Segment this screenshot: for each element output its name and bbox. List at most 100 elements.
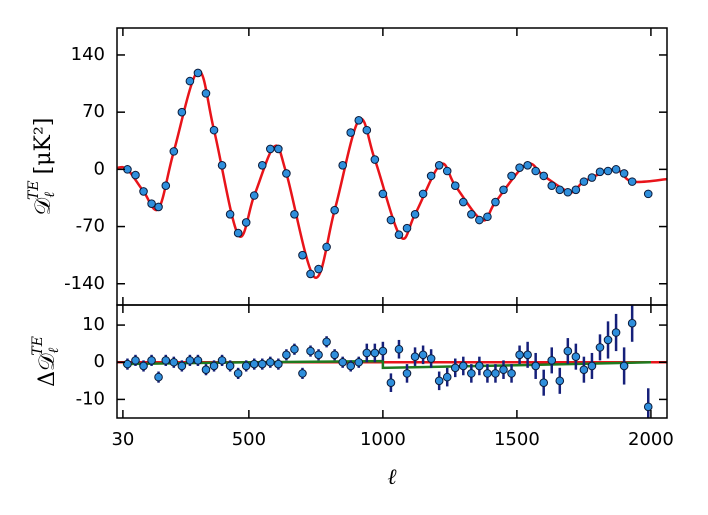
data-point	[627, 177, 637, 186]
data-point	[139, 187, 148, 196]
data-point	[306, 346, 315, 356]
y-tick-label: -140	[64, 273, 105, 294]
data-point	[266, 144, 275, 154]
data-point	[154, 202, 163, 212]
data-point	[378, 189, 388, 199]
data-point	[154, 372, 163, 382]
y-tick-label: 0	[94, 351, 105, 372]
data-point	[298, 250, 307, 260]
y-label-sup: TE	[30, 336, 46, 356]
data-point	[539, 171, 549, 181]
data-point	[458, 197, 468, 207]
data-point	[555, 376, 565, 386]
data-point	[169, 147, 179, 156]
data-point	[169, 357, 179, 367]
data-point	[123, 359, 132, 369]
x-tick-label: 2000	[628, 429, 674, 450]
data-point	[531, 361, 540, 371]
data-point	[475, 361, 484, 371]
data-point	[161, 356, 171, 365]
data-point	[346, 361, 356, 371]
data-point	[274, 359, 283, 369]
y-tick-label: -70	[76, 216, 105, 237]
data-point	[314, 264, 323, 274]
data-point	[394, 344, 404, 354]
data-point	[418, 350, 428, 360]
data-point	[587, 361, 597, 371]
y-label-sub: ℓ	[46, 347, 62, 353]
data-point	[555, 185, 565, 195]
data-point	[491, 369, 500, 378]
data-point	[643, 189, 653, 199]
data-point	[515, 163, 524, 173]
model-line	[117, 70, 667, 279]
data-point	[467, 369, 476, 378]
data-point	[450, 181, 460, 191]
data-point	[354, 116, 364, 125]
data-point	[531, 166, 540, 176]
data-point	[139, 361, 148, 371]
y-tick-label: 10	[82, 314, 105, 335]
data-point	[434, 160, 444, 170]
data-point	[426, 354, 436, 363]
y-axis-label: 𝒟ℓTE [μK²]	[26, 118, 58, 216]
data-point	[475, 215, 484, 225]
data-point	[257, 359, 267, 369]
data-point	[306, 269, 315, 279]
data-point	[338, 357, 347, 367]
data-point	[539, 378, 549, 387]
data-point	[193, 356, 203, 365]
data-point	[217, 160, 227, 170]
data-point	[483, 212, 492, 222]
data-point	[402, 223, 412, 233]
data-point	[579, 177, 589, 186]
data-point	[185, 356, 195, 365]
data-point	[201, 365, 211, 374]
data-point	[217, 356, 227, 365]
x-tick-label: 500	[232, 429, 266, 450]
data-point	[603, 335, 613, 345]
data-point	[386, 215, 396, 225]
data-point	[131, 170, 140, 180]
data-point	[330, 205, 339, 215]
data-point	[282, 169, 291, 178]
data-point	[330, 350, 339, 360]
data-point	[499, 365, 508, 374]
data-point	[161, 181, 171, 191]
data-point	[643, 402, 653, 412]
data-point	[467, 210, 476, 219]
data-point	[346, 128, 356, 137]
data-point	[507, 171, 516, 181]
data-point	[627, 318, 637, 328]
data-point	[483, 369, 492, 378]
y-label-unit: [μK²]	[31, 118, 56, 175]
x-axis-label: ℓ	[387, 465, 397, 490]
data-point	[282, 350, 291, 360]
data-point	[274, 144, 283, 154]
data-point	[225, 210, 235, 219]
data-point	[563, 346, 573, 356]
data-point	[523, 350, 532, 360]
data-point	[193, 68, 203, 78]
data-point	[611, 165, 621, 174]
y-tick-label: 0	[94, 158, 105, 179]
data-point	[410, 210, 420, 219]
data-point	[209, 361, 219, 371]
data-point	[322, 337, 331, 347]
data-point	[386, 378, 396, 387]
data-point	[450, 363, 460, 373]
data-point	[314, 350, 323, 360]
data-point	[185, 76, 195, 86]
data-point	[434, 376, 444, 386]
y-label-main: 𝒟	[31, 197, 56, 215]
data-point	[426, 171, 436, 181]
data-point	[418, 189, 428, 199]
panel-frame	[116, 304, 668, 419]
data-point	[266, 357, 275, 367]
plot-area	[117, 68, 667, 279]
data-point	[442, 372, 452, 382]
data-point	[563, 187, 573, 197]
data-point	[571, 352, 581, 361]
data-point	[571, 185, 581, 195]
